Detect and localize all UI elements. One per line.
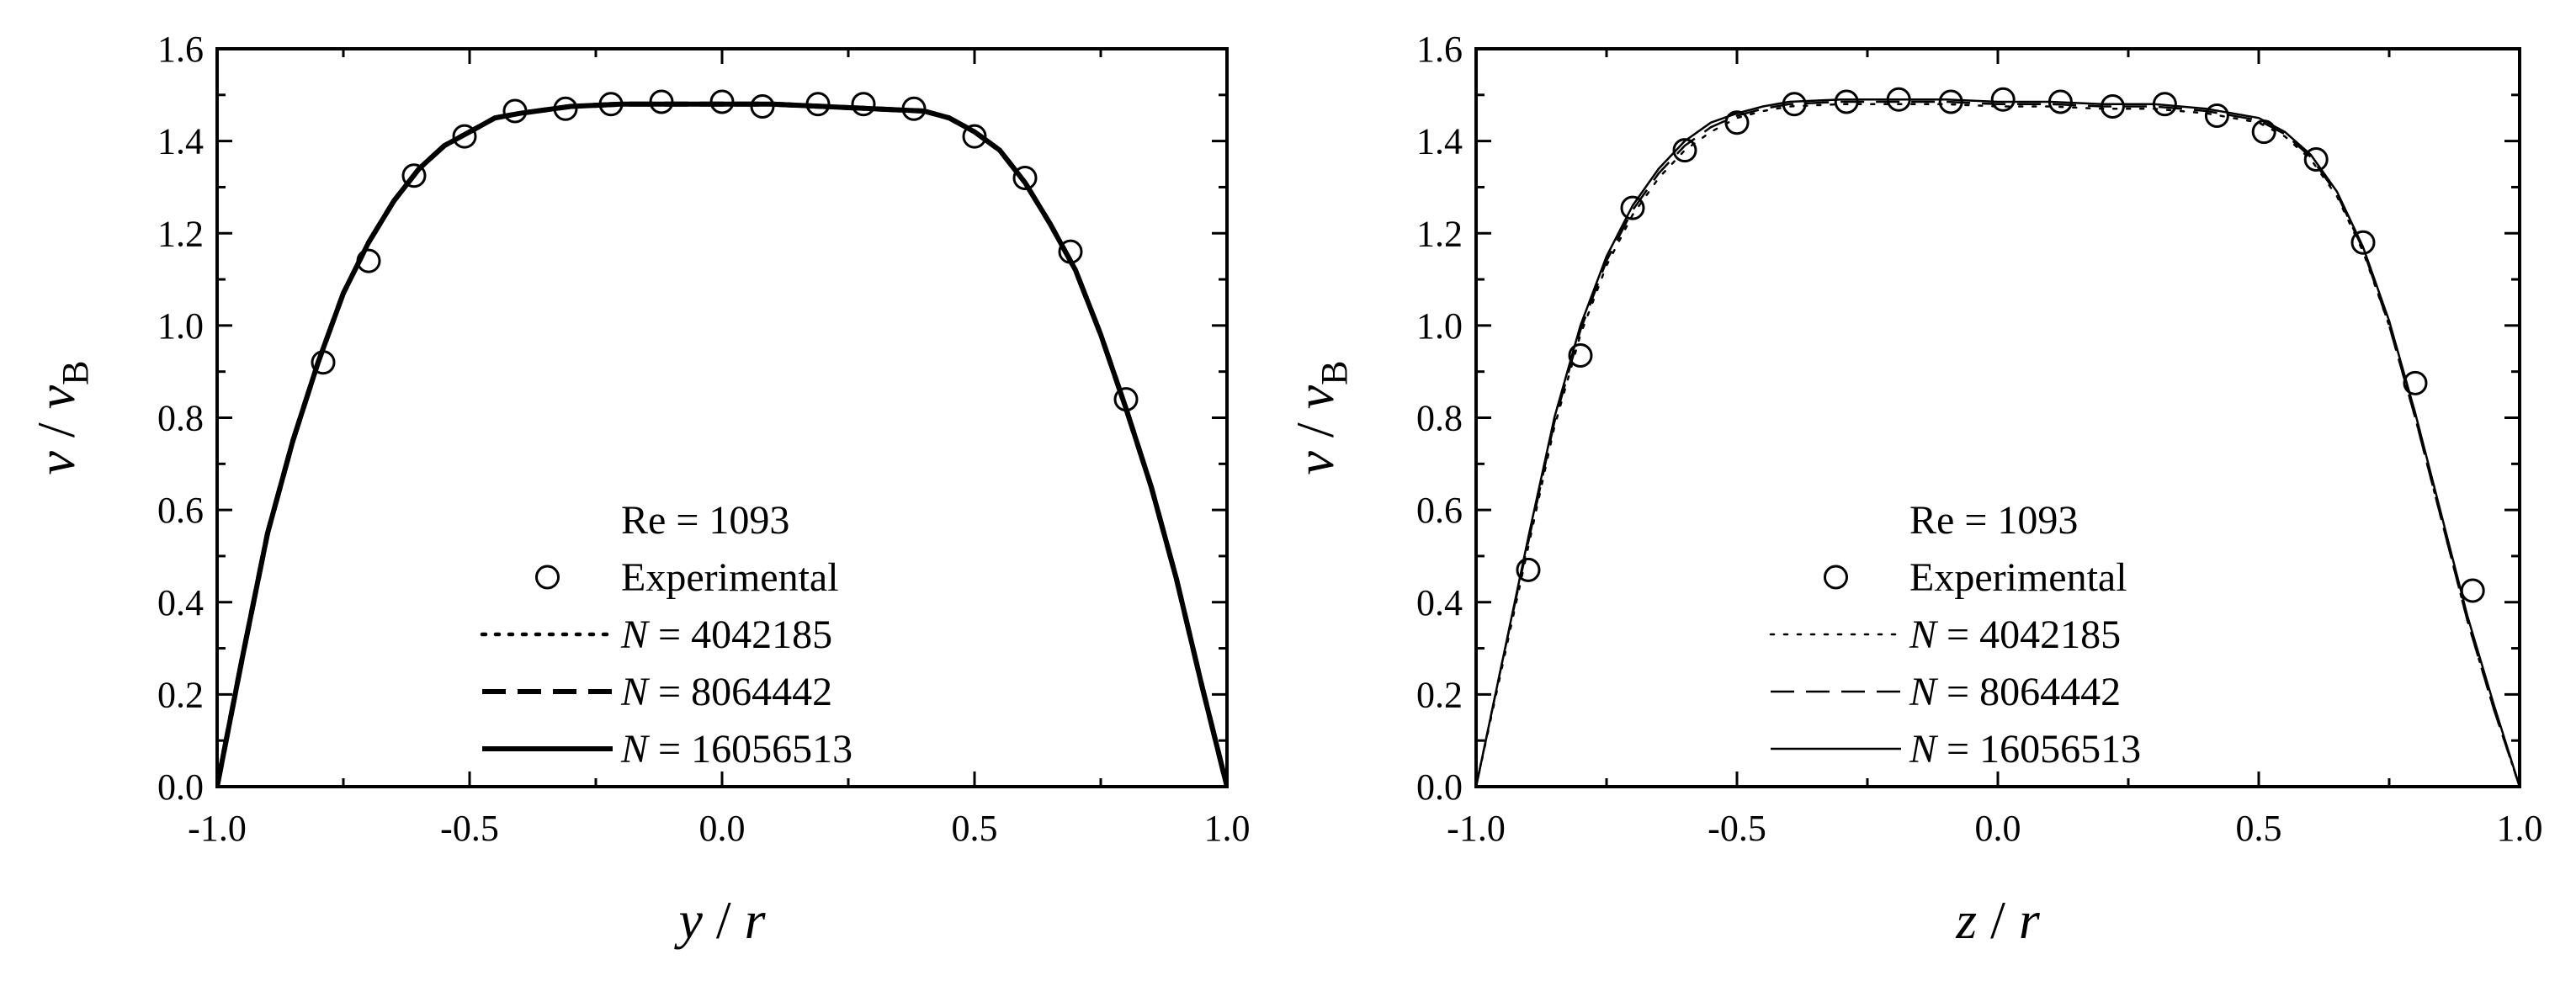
x-tick-label: 1.0: [2497, 808, 2543, 849]
legend-entry-var: N: [1909, 670, 1939, 714]
y-axis-label-slash: /: [1285, 409, 1345, 451]
legend-entry: Experimental: [1909, 555, 2127, 600]
x-tick-label: 0.0: [1975, 808, 2021, 849]
legend-entry-value: = 4042185: [648, 612, 832, 657]
series-line-solid: [1476, 98, 2520, 787]
y-axis-label-part: v: [26, 450, 86, 475]
legend-entry-value: = 4042185: [1936, 612, 2121, 657]
legend-entry-value: = 8064442: [1936, 670, 2121, 714]
legend-entry: N = 16056513: [1909, 727, 2141, 772]
y-tick-label: 1.4: [1416, 121, 1463, 162]
x-tick-label: -0.5: [440, 808, 499, 849]
x-axis-label-part: r: [2019, 890, 2041, 950]
experimental-point: [2303, 147, 2329, 172]
experimental-point: [1568, 343, 1593, 369]
legend-entry-value: = 16056513: [648, 727, 852, 772]
x-axis-label-slash: /: [703, 890, 745, 950]
experimental-point: [1516, 557, 1541, 582]
y-axis-label: v / vB: [26, 361, 96, 475]
y-tick-label: 0.0: [157, 766, 204, 808]
y-tick-label: 0.0: [1416, 766, 1463, 808]
legend-symbol-circle: [1824, 565, 1848, 590]
y-tick-label: 0.6: [1416, 490, 1463, 531]
legend-entry-var: N: [620, 727, 651, 772]
experimental-point: [962, 124, 987, 149]
legend-entry: Experimental: [621, 555, 839, 600]
y-tick-label: 0.8: [1416, 398, 1463, 439]
legend-entry: N = 8064442: [1909, 670, 2121, 714]
y-tick-label: 1.6: [1416, 29, 1463, 70]
legend-entry: N = 16056513: [620, 727, 852, 772]
x-axis-label-part: y: [673, 890, 703, 950]
y-tick-label: 1.0: [1416, 305, 1463, 347]
y-tick-label: 1.4: [157, 121, 204, 162]
experimental-point: [2350, 230, 2376, 255]
experimental-point: [1620, 195, 1645, 220]
series-line-dashed: [1476, 100, 2520, 787]
y-tick-label: 0.4: [1416, 582, 1463, 623]
y-axis-label-part: v: [1285, 450, 1345, 475]
legend-entry-value: = 16056513: [1936, 727, 2141, 772]
x-axis-label-part: z: [1955, 890, 1977, 950]
left-chart-panel: 0.0 0.2 0.4 0.6 0.8 1.0 1.2 1.4 1.6 -1.0 -0.5 0.0 0.…: [26, 29, 1251, 950]
experimental-point: [452, 124, 477, 149]
y-tick-label: 1.6: [157, 29, 204, 70]
right-chart-panel: 0.0 0.2 0.4 0.6 0.8 1.0 1.2 1.4 1.6 -1.0 -0.5 0.0 0.…: [1285, 29, 2543, 950]
legend-entry-value: = 8064442: [648, 670, 832, 714]
x-axis-label-slash: /: [1977, 890, 2019, 950]
y-tick-label: 0.2: [1416, 674, 1463, 715]
y-tick-label: 0.6: [157, 490, 204, 531]
y-tick-label: 1.2: [1416, 213, 1463, 254]
series-line-solid: [217, 101, 1227, 787]
legend-entry-var: N: [1909, 612, 1939, 657]
legend-title: Re = 1093: [621, 498, 789, 543]
experimental-point: [401, 163, 427, 188]
legend-entry-var: N: [620, 612, 651, 657]
experimental-point: [1990, 87, 2016, 112]
x-tick-label: -1.0: [1447, 808, 1506, 849]
legend-entry: N = 4042185: [620, 612, 832, 657]
experimental-point: [851, 92, 876, 117]
x-axis-label-part: r: [745, 890, 767, 950]
x-tick-label: 0.5: [952, 808, 998, 849]
x-tick-label: 0.5: [2236, 808, 2282, 849]
legend-entry: N = 8064442: [620, 670, 832, 714]
y-tick-label: 1.2: [157, 213, 204, 254]
legend-symbol-circle: [535, 565, 560, 590]
y-axis-label-subscript: B: [55, 361, 96, 385]
y-tick-label: 1.0: [157, 305, 204, 347]
legend-entry: N = 4042185: [1909, 612, 2121, 657]
x-tick-label: -0.5: [1708, 808, 1766, 849]
y-tick-label: 0.8: [157, 398, 204, 439]
experimental-point: [2403, 370, 2428, 395]
y-axis-label-part: v: [1285, 384, 1345, 409]
x-tick-label: 0.0: [699, 808, 746, 849]
legend-entry-var: N: [620, 670, 651, 714]
y-axis-label-subscript: B: [1314, 361, 1355, 385]
x-tick-label: 1.0: [1204, 808, 1251, 849]
experimental-point: [2204, 103, 2229, 128]
y-axis-label: v / vB: [1285, 361, 1355, 475]
experimental-point: [1672, 138, 1697, 163]
legend-entry-var: N: [1909, 727, 1939, 772]
legend-title: Re = 1093: [1909, 498, 2078, 543]
x-axis-label: z / r: [1955, 890, 2041, 950]
x-tick-label: -1.0: [188, 808, 247, 849]
y-tick-label: 0.2: [157, 674, 204, 715]
experimental-point: [1724, 110, 1750, 135]
experimental-point: [2460, 578, 2485, 603]
y-axis-label-slash: /: [26, 409, 86, 451]
x-axis-label: y / r: [673, 890, 766, 950]
experimental-point: [1012, 165, 1038, 190]
y-tick-label: 0.4: [157, 582, 204, 623]
y-axis-label-part: v: [26, 384, 86, 409]
